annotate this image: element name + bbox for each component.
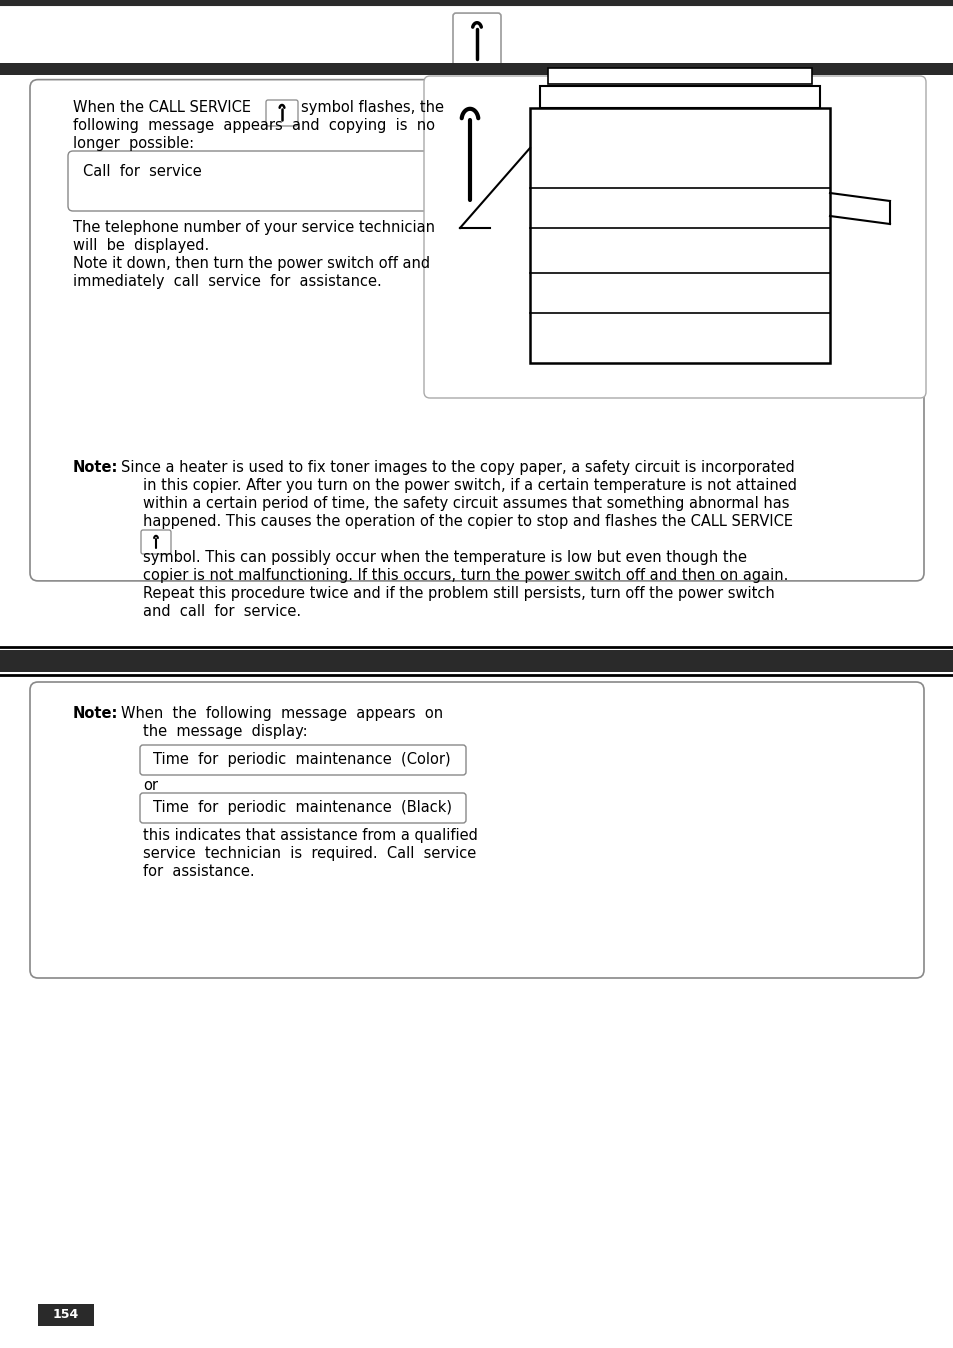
FancyBboxPatch shape	[266, 100, 297, 125]
FancyBboxPatch shape	[141, 530, 171, 554]
FancyBboxPatch shape	[423, 75, 925, 398]
Text: When  the  following  message  appears  on: When the following message appears on	[121, 706, 442, 721]
Bar	[547, 67, 811, 84]
Text: symbol flashes, the: symbol flashes, the	[301, 100, 443, 115]
Text: service  technician  is  required.  Call  service: service technician is required. Call ser…	[143, 847, 476, 861]
Text: Since a heater is used to fix toner images to the copy paper, a safety circuit i: Since a heater is used to fix toner imag…	[121, 460, 794, 474]
Text: Call  for  service: Call for service	[83, 164, 201, 179]
FancyBboxPatch shape	[140, 793, 465, 824]
FancyBboxPatch shape	[30, 682, 923, 979]
FancyBboxPatch shape	[140, 745, 465, 775]
Text: copier is not malfunctioning. If this occurs, turn the power switch off and then: copier is not malfunctioning. If this oc…	[143, 568, 787, 582]
Text: Time  for  periodic  maintenance  (Black): Time for periodic maintenance (Black)	[152, 799, 452, 816]
Bar	[0, 0, 953, 75]
Bar	[0, 650, 953, 673]
Text: the  message  display:: the message display:	[143, 724, 307, 739]
Text: Repeat this procedure twice and if the problem still persists, turn off the powe: Repeat this procedure twice and if the p…	[143, 586, 774, 601]
Text: happened. This causes the operation of the copier to stop and flashes the CALL S: happened. This causes the operation of t…	[143, 514, 792, 528]
Text: or: or	[143, 778, 158, 793]
FancyBboxPatch shape	[453, 13, 500, 69]
Text: for  assistance.: for assistance.	[143, 864, 254, 879]
Text: in this copier. After you turn on the power switch, if a certain temperature is : in this copier. After you turn on the po…	[143, 479, 796, 493]
Bar	[539, 86, 820, 108]
Bar	[0, 0, 953, 73]
Text: following  message  appears  and  copying  is  no: following message appears and copying is…	[73, 119, 435, 133]
Text: When the CALL SERVICE: When the CALL SERVICE	[73, 100, 251, 115]
Text: Note it down, then turn the power switch off and: Note it down, then turn the power switch…	[73, 256, 430, 271]
Bar	[0, 63, 953, 75]
FancyBboxPatch shape	[30, 80, 923, 581]
Text: Note:: Note:	[73, 706, 118, 721]
Text: Time  for  periodic  maintenance  (Color): Time for periodic maintenance (Color)	[152, 752, 450, 767]
Text: 154: 154	[52, 1309, 79, 1321]
Bar	[38, 1304, 94, 1326]
Text: immediately  call  service  for  assistance.: immediately call service for assistance.	[73, 274, 381, 288]
Bar	[530, 108, 829, 363]
Text: symbol. This can possibly occur when the temperature is low but even though the: symbol. This can possibly occur when the…	[143, 550, 746, 565]
Text: will  be  displayed.: will be displayed.	[73, 239, 209, 253]
Text: Note:: Note:	[73, 460, 118, 474]
Text: The telephone number of your service technician: The telephone number of your service tec…	[73, 220, 435, 235]
Text: and  call  for  service.: and call for service.	[143, 604, 301, 619]
Text: longer  possible:: longer possible:	[73, 136, 193, 151]
Text: this indicates that assistance from a qualified: this indicates that assistance from a qu…	[143, 828, 477, 842]
FancyBboxPatch shape	[68, 151, 433, 212]
Text: within a certain period of time, the safety circuit assumes that something abnor: within a certain period of time, the saf…	[143, 496, 789, 511]
